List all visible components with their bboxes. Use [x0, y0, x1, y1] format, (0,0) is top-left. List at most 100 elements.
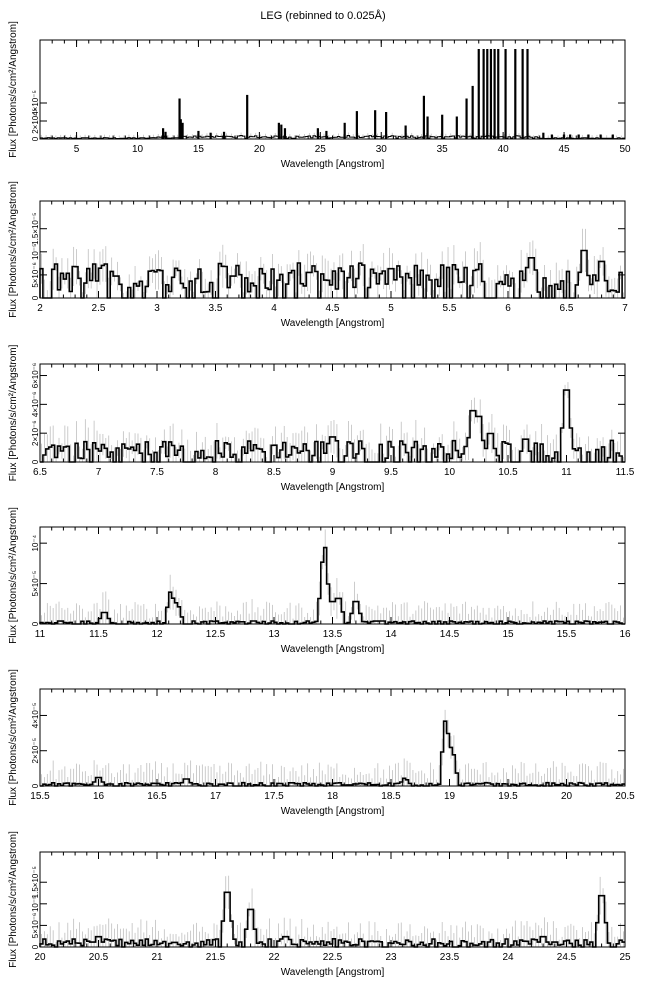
y-tick-label: 0: [31, 944, 40, 949]
y-tick-label: 0: [31, 621, 40, 626]
x-tick-label: 20: [34, 952, 46, 963]
panel-6: 20 20.5 21 21.5 22 22.5 23 23.5 24 24.5 2505×10⁻⁶1…: [8, 831, 631, 978]
y-tick-label: 0: [31, 783, 40, 788]
x-ticks: [39, 201, 626, 299]
x-axis-label: Wavelength [Angstrom]: [281, 967, 385, 978]
x-tick-label: 19.5: [498, 791, 518, 802]
y-tick-label: 4×10⁻⁵: [31, 703, 40, 729]
y-tick-label: 2×10⁻⁵: [31, 738, 40, 764]
y-axis-label: Flux [Photons/s/cm²/Angstrom]: [8, 507, 19, 644]
plot-frame: [39, 526, 626, 625]
y-tick-label: 1.5×10⁻⁵: [31, 213, 40, 245]
x-tick-label: 45: [559, 144, 571, 155]
x-axis-label: Wavelength [Angstrom]: [281, 318, 385, 329]
y-axis-label: Flux [Photons/s/cm²/Angstrom]: [8, 181, 19, 318]
x-tick-label: 17: [210, 791, 222, 802]
plot-frame: [39, 688, 626, 787]
x-tick-label: 16: [619, 629, 631, 640]
x-tick-label: 8: [213, 467, 219, 478]
x-tick-label: 6.5: [33, 467, 47, 478]
x-tick-label: 19: [444, 791, 456, 802]
x-tick-label: 15.5: [557, 629, 577, 640]
x-tick-label: 25: [619, 952, 631, 963]
y-tick-label: 4×10⁻⁶: [31, 392, 40, 418]
y-tick-label: 5×10⁻⁶: [31, 913, 40, 939]
x-tick-label: 15: [193, 144, 205, 155]
x-tick-label: 6: [505, 303, 511, 314]
y-tick-label: 5×10⁻⁶: [31, 262, 40, 288]
x-tick-label: 20: [254, 144, 266, 155]
x-tick-label: 22: [268, 952, 280, 963]
x-tick-label: 8.5: [267, 467, 281, 478]
x-tick-label: 11.5: [616, 467, 635, 478]
x-tick-label: 25: [315, 144, 327, 155]
spectrum-histogram: [39, 249, 625, 299]
x-tick-label: 9.5: [384, 467, 398, 478]
x-tick-label: 22.5: [323, 952, 343, 963]
y-tick-label: 2×10⁻⁶: [31, 420, 40, 446]
x-tick-label: 4.5: [326, 303, 340, 314]
panel-4: 11 11.5 12 12.5 13 13.5 14 14.5 15 15.5 16 0 5×10⁻⁵ 1…: [8, 507, 631, 655]
x-tick-label: 11.5: [89, 629, 108, 640]
x-tick-label: 18.5: [381, 791, 401, 802]
panel-1: 5 10 15 20 25 30 35 40 45 50 0 2×10⁻⁵4×10⁻⁵ Waveleng…: [8, 21, 631, 170]
x-tick-label: 5.5: [443, 303, 457, 314]
x-ticks: [39, 689, 626, 787]
x-tick-label: 5: [388, 303, 394, 314]
x-tick-label: 11: [561, 467, 572, 478]
spectrum-histogram: [40, 720, 625, 787]
x-tick-label: 15: [502, 629, 514, 640]
error-bars: [41, 875, 624, 947]
x-tick-label: 14: [385, 629, 397, 640]
x-tick-label: 10.5: [498, 467, 518, 478]
x-tick-label: 20.5: [89, 952, 109, 963]
y-tick-label: 0: [31, 136, 40, 141]
spectrum-histogram: [39, 891, 625, 948]
x-tick-label: 18: [327, 791, 339, 802]
x-tick-label: 12: [151, 629, 163, 640]
x-tick-label: 23: [385, 952, 397, 963]
y-tick-label: 0: [31, 459, 40, 464]
x-tick-label: 6.5: [560, 303, 574, 314]
panel-2: 2 2.5 3 3.5 4 4.5 5 5.5 6 6.5 7 0 5×10⁻⁶ 10⁻⁵1.5×10⁻⁵…: [8, 181, 628, 329]
x-tick-label: 7.5: [150, 467, 164, 478]
y-axis-label: Flux [Photons/s/cm²/Angstrom]: [8, 831, 19, 968]
x-tick-label: 9: [330, 467, 336, 478]
x-tick-label: 20.5: [615, 791, 635, 802]
y-axis-label: Flux [Photons/s/cm²/Angstrom]: [8, 344, 19, 481]
x-ticks: [39, 364, 626, 463]
x-tick-label: 5: [74, 144, 80, 155]
spectrum-histogram: [40, 389, 625, 463]
x-axis-label: Wavelength [Angstrom]: [281, 644, 385, 655]
plot-frame: [39, 39, 626, 140]
panel-3: 6.5 7 7.5 8 8.5 9 9.5 10 10.5 11 11.5 0 2×10⁻⁶ 4×10⁻⁶…: [8, 344, 635, 493]
x-tick-label: 30: [376, 144, 388, 155]
x-axis-label: Wavelength [Angstrom]: [281, 806, 385, 817]
y-tick-label: 10⁻⁴: [31, 534, 40, 551]
x-axis-label: Wavelength [Angstrom]: [281, 482, 385, 493]
x-tick-label: 7: [622, 303, 628, 314]
x-tick-label: 13.5: [323, 629, 343, 640]
x-tick-label: 15.5: [30, 791, 50, 802]
x-tick-label: 24.5: [557, 952, 577, 963]
x-tick-label: 21: [151, 952, 163, 963]
y-axis-label: Flux [Photons/s/cm²/Angstrom]: [8, 669, 19, 806]
x-tick-label: 2: [37, 303, 43, 314]
panel-5: 15.5 16 16.5 17 17.5 18 18.5 19 19.5 20 20.5 0 2×10⁻…: [8, 669, 635, 817]
x-tick-label: 14.5: [440, 629, 460, 640]
x-tick-label: 7: [96, 467, 102, 478]
x-tick-label: 35: [437, 144, 449, 155]
x-tick-label: 50: [619, 144, 631, 155]
spectrum-histogram: [39, 546, 625, 625]
figure-title: LEG (rebinned to 0.025Å): [260, 10, 386, 22]
x-ticks: [39, 527, 626, 625]
x-tick-label: 40: [498, 144, 510, 155]
x-tick-label: 16.5: [147, 791, 167, 802]
x-tick-label: 21.5: [206, 952, 226, 963]
x-tick-label: 12.5: [206, 629, 226, 640]
x-tick-label: 10: [132, 144, 144, 155]
x-tick-label: 3.5: [209, 303, 223, 314]
emission-lines: [161, 49, 614, 139]
x-tick-label: 20: [561, 791, 573, 802]
y-tick-label: 10⁻⁵: [31, 244, 40, 260]
